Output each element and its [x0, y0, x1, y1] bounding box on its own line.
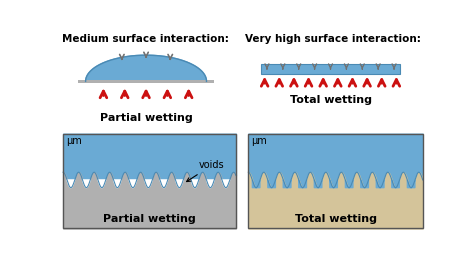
Text: Partial wetting: Partial wetting	[100, 113, 192, 123]
Text: Partial wetting: Partial wetting	[103, 214, 196, 224]
Bar	[261, 64, 400, 74]
Bar	[248, 134, 423, 228]
Bar	[248, 134, 423, 180]
Text: Total wetting: Total wetting	[290, 95, 372, 105]
Bar	[78, 80, 214, 83]
Text: Medium surface interaction:: Medium surface interaction:	[62, 34, 228, 44]
Text: μm: μm	[66, 136, 82, 146]
Text: Total wetting: Total wetting	[294, 214, 376, 224]
Bar	[63, 134, 236, 228]
Text: Very high surface interaction:: Very high surface interaction:	[245, 34, 421, 44]
Polygon shape	[86, 55, 207, 81]
Bar	[248, 180, 423, 228]
Bar	[63, 180, 236, 228]
Text: μm: μm	[251, 136, 267, 146]
Bar	[63, 134, 236, 180]
Text: voids: voids	[187, 160, 224, 182]
